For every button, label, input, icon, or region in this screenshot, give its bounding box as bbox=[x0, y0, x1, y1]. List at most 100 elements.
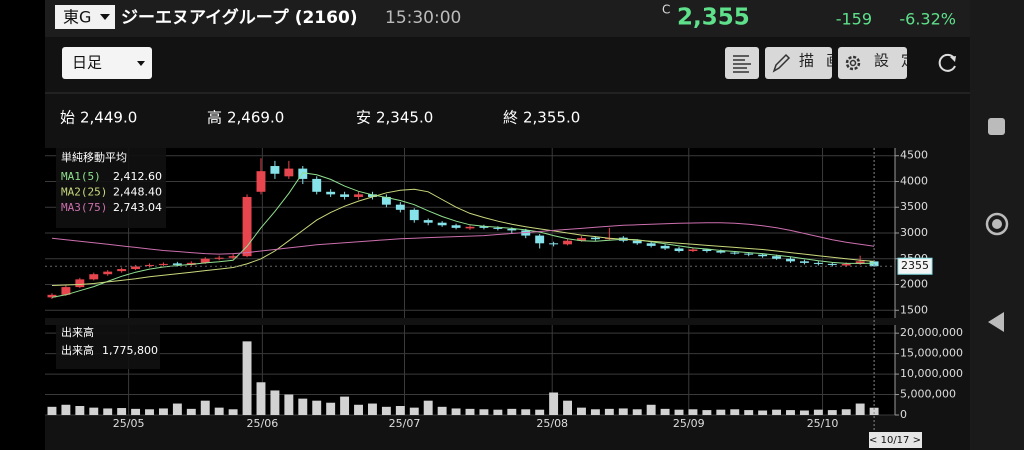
volume-bar bbox=[604, 408, 614, 415]
volume-legend-title: 出来高 bbox=[61, 325, 94, 339]
volume-legend bbox=[56, 325, 160, 369]
ohlc-label: 終 bbox=[503, 109, 518, 127]
volume-bar bbox=[660, 408, 670, 415]
dropdown-arrow bbox=[137, 61, 145, 66]
y-tick-label: 4500 bbox=[900, 149, 928, 162]
candle-body bbox=[381, 196, 391, 205]
candle-body bbox=[563, 240, 572, 245]
period-selector[interactable] bbox=[62, 47, 152, 79]
chart: 25/0525/0625/0725/0825/0925/101500200025… bbox=[45, 148, 963, 448]
candle-body bbox=[758, 254, 768, 257]
candle-body bbox=[61, 287, 71, 295]
candle-body bbox=[869, 261, 879, 267]
ohlc-value: 2,355.0 bbox=[523, 109, 580, 127]
cursor-label: < 10/17 > bbox=[869, 435, 921, 446]
volume-bar bbox=[841, 409, 851, 415]
x-tick-label: 25/06 bbox=[247, 417, 279, 430]
volume-bar bbox=[827, 410, 837, 415]
change-percent: -6.32% bbox=[899, 10, 956, 29]
home-button-dot bbox=[992, 219, 1002, 229]
ohlc-row: 始 2,449.0 高 2,469.0 安 2,345.0 終 2,355.0 bbox=[60, 109, 580, 127]
candle-body bbox=[521, 230, 531, 236]
ohlc-value: 2,449.0 bbox=[80, 109, 137, 127]
market-label: 東G bbox=[63, 8, 91, 27]
legend-name: MA3(75) bbox=[61, 201, 107, 214]
candle-body bbox=[117, 269, 127, 272]
volume-bar bbox=[117, 408, 127, 415]
volume-bar bbox=[493, 409, 503, 415]
volume-bar bbox=[47, 406, 57, 415]
list-icon bbox=[733, 55, 751, 73]
volume-bar bbox=[395, 406, 405, 415]
volume-bar bbox=[786, 410, 795, 415]
back-button[interactable] bbox=[988, 312, 1004, 332]
volume-bar bbox=[423, 400, 433, 415]
indicator-button[interactable] bbox=[725, 47, 759, 79]
recent-apps-button[interactable] bbox=[988, 118, 1005, 135]
volume-bar bbox=[744, 410, 754, 415]
volume-bar bbox=[381, 406, 391, 415]
volume-bar bbox=[228, 409, 238, 415]
candle-body bbox=[730, 252, 740, 254]
y-tick-label: 2000 bbox=[900, 278, 928, 291]
volume-tick-label: 5,000,000 bbox=[900, 388, 956, 401]
candle-body bbox=[855, 261, 865, 264]
legend-value: 2,448.40 bbox=[113, 186, 162, 199]
candle-body bbox=[493, 227, 503, 229]
cursor-box bbox=[869, 432, 922, 448]
settings-button[interactable]: 設定 bbox=[838, 47, 928, 79]
settings-label: 設定 bbox=[874, 52, 928, 70]
y-tick-label: 3000 bbox=[900, 226, 928, 239]
candle-body bbox=[507, 228, 517, 231]
ohlc-label: 安 bbox=[356, 109, 371, 127]
volume-bar bbox=[646, 404, 656, 415]
refresh-icon[interactable] bbox=[938, 53, 956, 72]
ma-legend-title: 単純移動平均 bbox=[61, 150, 127, 164]
candle-body bbox=[549, 243, 559, 245]
ma-line bbox=[51, 188, 875, 286]
candle-body bbox=[744, 253, 754, 255]
candle-body bbox=[423, 220, 433, 223]
candle-body bbox=[326, 191, 336, 195]
candle-body bbox=[702, 249, 712, 252]
candle-body bbox=[646, 243, 656, 246]
y-tick-label: 4000 bbox=[900, 174, 928, 187]
candle-body bbox=[674, 248, 684, 252]
volume-bar bbox=[354, 404, 363, 415]
volume-bar bbox=[200, 400, 210, 415]
x-tick-label: 25/10 bbox=[807, 417, 839, 430]
volume-bar bbox=[688, 409, 698, 415]
refresh-arrow bbox=[950, 56, 956, 62]
volume-bar bbox=[730, 409, 740, 415]
button-background bbox=[838, 47, 907, 79]
candle-body bbox=[158, 263, 168, 265]
home-button[interactable] bbox=[985, 212, 1009, 236]
volume-bar bbox=[465, 408, 475, 415]
draw-button[interactable]: 描画 bbox=[765, 47, 853, 79]
volume-bar bbox=[507, 408, 517, 415]
candle-body bbox=[660, 245, 670, 249]
volume-bar bbox=[172, 403, 182, 415]
x-tick-label: 25/08 bbox=[536, 417, 568, 430]
draw-label: 描画 bbox=[799, 52, 853, 70]
candle-body bbox=[813, 262, 823, 264]
ohlc-label: 高 bbox=[207, 109, 222, 127]
candle-body bbox=[47, 294, 57, 298]
x-tick-label: 25/07 bbox=[389, 417, 421, 430]
legend-name: MA1(5) bbox=[61, 170, 101, 183]
candle-body bbox=[298, 168, 308, 179]
volume-tick-label: 20,000,000 bbox=[900, 326, 963, 339]
candle-body bbox=[841, 263, 851, 266]
volume-bar bbox=[702, 410, 712, 415]
candle-body bbox=[340, 194, 350, 197]
volume-bar bbox=[869, 407, 879, 415]
gear-center bbox=[849, 59, 857, 67]
candle-body bbox=[145, 264, 154, 266]
volume-bar bbox=[674, 409, 684, 415]
volume-bar bbox=[103, 408, 113, 415]
candle-body bbox=[409, 209, 419, 221]
last-price-label: 2355 bbox=[901, 259, 929, 272]
candle-body bbox=[479, 226, 489, 228]
volume-bar bbox=[799, 410, 809, 415]
